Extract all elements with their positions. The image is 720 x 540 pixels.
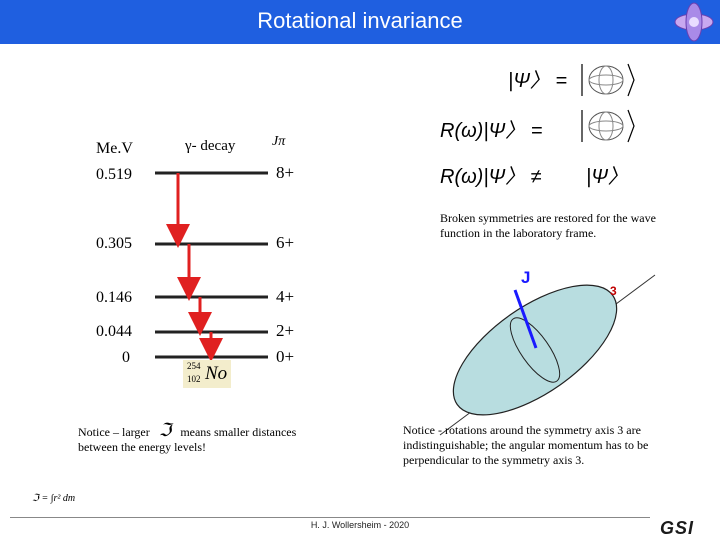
level-spin-3: 2+	[276, 321, 295, 340]
notice-right: Notice - rotations around the symmetry a…	[403, 423, 649, 467]
level-spin-2: 4+	[276, 287, 295, 306]
level-spin-0: 8+	[276, 163, 295, 182]
nucleus-symbol: No	[205, 363, 228, 384]
moment-of-inertia-symbol: ℑ	[158, 420, 172, 440]
level-energy-3: 0.044	[96, 323, 132, 340]
nucleus-charge: 102	[187, 374, 201, 384]
equation-3-left: R(ω)|Ψ〉 ≠	[440, 166, 542, 188]
moment-formula: ℑ = ∫r² dm	[32, 493, 76, 504]
broken-symmetry-note: Broken symmetries are restored for the w…	[440, 211, 656, 240]
notice-left: Notice – larger ℑ means smaller distance…	[78, 420, 338, 455]
level-energy-1: 0.305	[96, 235, 132, 252]
level-energy-4: 0	[122, 349, 130, 366]
notice-left-part2: means smaller distances between the ener…	[78, 425, 297, 454]
units-label: Me.V	[96, 140, 133, 157]
decay-label: γ- decay	[185, 138, 236, 154]
spin-header: Jπ	[272, 134, 286, 149]
ket-sphere-1-icon	[581, 63, 635, 97]
j-vector-label: J	[521, 268, 531, 287]
nucleus-label-box: 254 102 No	[183, 360, 231, 388]
ket-sphere-2-icon	[581, 109, 635, 143]
symmetry-axis-label: 3	[610, 284, 617, 298]
gsi-logo-icon: GSI	[660, 518, 695, 538]
footer-divider	[10, 517, 650, 518]
equation-1-left: |Ψ〉 =	[508, 70, 568, 92]
author-credit: H. J. Wollersheim - 2020	[310, 520, 410, 530]
level-energy-2: 0.146	[96, 289, 132, 306]
deformed-nucleus-ellipsoid	[452, 284, 618, 416]
level-energy-0: 0.519	[96, 166, 132, 183]
title-bar	[0, 0, 720, 44]
level-spin-1: 6+	[276, 233, 295, 252]
equation-2-left: R(ω)|Ψ〉 =	[440, 120, 543, 142]
orbital-logo-icon	[674, 2, 714, 42]
angular-momentum-vector	[513, 289, 538, 349]
level-spin-4: 0+	[276, 347, 295, 366]
equation-3-right: |Ψ〉	[586, 166, 628, 188]
slide-title: Rotational invariance	[257, 8, 463, 33]
notice-left-part1: Notice – larger	[78, 425, 150, 439]
footer	[0, 517, 720, 540]
ellipsoid-cross-section	[509, 317, 561, 383]
nucleus-mass: 254	[187, 361, 201, 371]
